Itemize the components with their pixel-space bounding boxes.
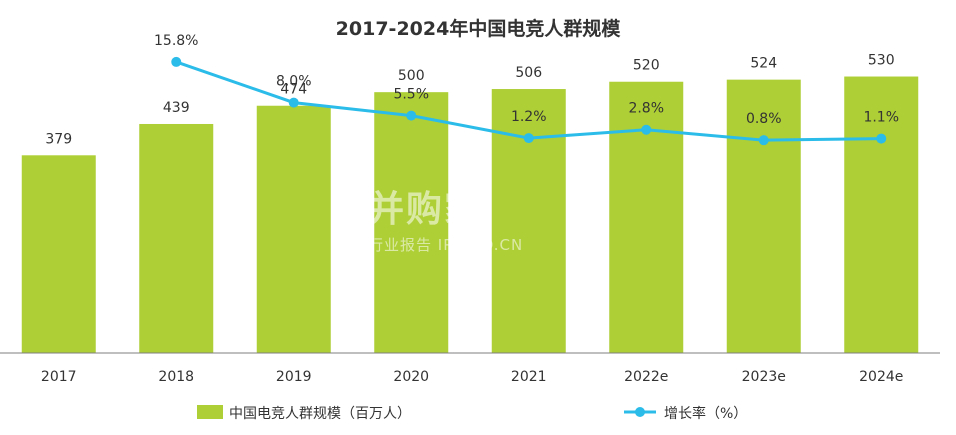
growth-rate-label: 1.1% xyxy=(863,110,899,126)
legend-line-label: 增长率（%） xyxy=(664,405,747,422)
growth-rate-point xyxy=(876,133,887,144)
growth-rate-point xyxy=(406,110,417,121)
bar-2024e xyxy=(844,76,919,354)
bar-value-label: 506 xyxy=(515,65,542,81)
x-tick-label: 2018 xyxy=(158,369,194,385)
growth-rate-label: 5.5% xyxy=(393,87,429,103)
growth-rate-point xyxy=(758,135,769,146)
bar-value-label: 520 xyxy=(633,58,660,74)
growth-rate-label: 2.8% xyxy=(628,101,664,117)
legend-line-marker xyxy=(635,407,645,417)
bar-value-label: 524 xyxy=(750,56,777,72)
legend-bar-label: 中国电竞人群规模（百万人） xyxy=(229,405,411,422)
bar-2023e xyxy=(726,79,801,353)
bar-value-label: 500 xyxy=(398,68,425,84)
growth-rate-label: 15.8% xyxy=(154,33,198,49)
bar-value-label: 530 xyxy=(868,53,895,69)
bar-value-label: 474 xyxy=(280,82,307,98)
growth-rate-label: 8.0% xyxy=(276,74,312,90)
x-tick-label: 2024e xyxy=(859,369,903,385)
bar-2020 xyxy=(374,92,449,354)
growth-rate-point xyxy=(523,133,534,144)
growth-rate-label: 1.2% xyxy=(511,109,547,125)
x-tick-label: 2022e xyxy=(624,369,668,385)
bar-value-label: 379 xyxy=(45,131,72,147)
growth-rate-label: 0.8% xyxy=(746,111,782,127)
chart-title: 2017-2024年中国电竞人群规模 xyxy=(335,18,621,40)
bar-2017 xyxy=(21,155,96,353)
legend-bar-swatch xyxy=(197,405,223,419)
x-tick-label: 2020 xyxy=(393,369,429,385)
bar-2018 xyxy=(139,123,214,353)
x-tick-label: 2021 xyxy=(511,369,547,385)
x-tick-label: 2019 xyxy=(276,369,312,385)
x-tick-label: 2023e xyxy=(742,369,786,385)
bar-2019 xyxy=(256,105,331,353)
growth-rate-point xyxy=(641,124,652,135)
bar-2021 xyxy=(491,89,566,353)
x-tick-label: 2017 xyxy=(41,369,77,385)
growth-rate-point xyxy=(288,97,299,108)
bar-value-label: 439 xyxy=(163,100,190,116)
bar-2022e xyxy=(609,81,684,353)
growth-rate-point xyxy=(171,56,182,67)
